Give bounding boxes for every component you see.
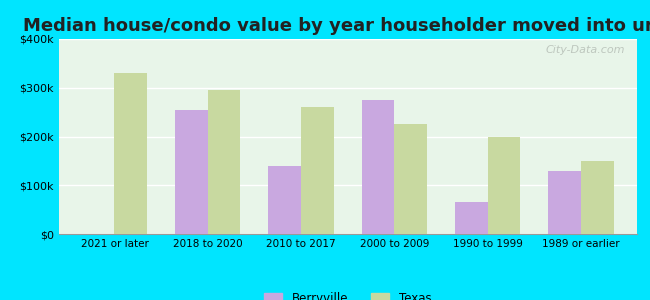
Bar <box>488 137 521 234</box>
Bar <box>362 100 395 234</box>
Legend: Berryville, Texas: Berryville, Texas <box>259 288 436 300</box>
Bar <box>208 90 240 234</box>
Bar <box>268 166 301 234</box>
Bar <box>549 171 581 234</box>
Bar <box>175 110 208 234</box>
Text: City-Data.com: City-Data.com <box>546 45 625 55</box>
Bar <box>114 73 147 234</box>
Bar <box>395 124 427 234</box>
Title: Median house/condo value by year householder moved into unit: Median house/condo value by year househo… <box>23 17 650 35</box>
Bar <box>455 202 488 234</box>
Bar <box>581 161 614 234</box>
Bar <box>301 107 333 234</box>
